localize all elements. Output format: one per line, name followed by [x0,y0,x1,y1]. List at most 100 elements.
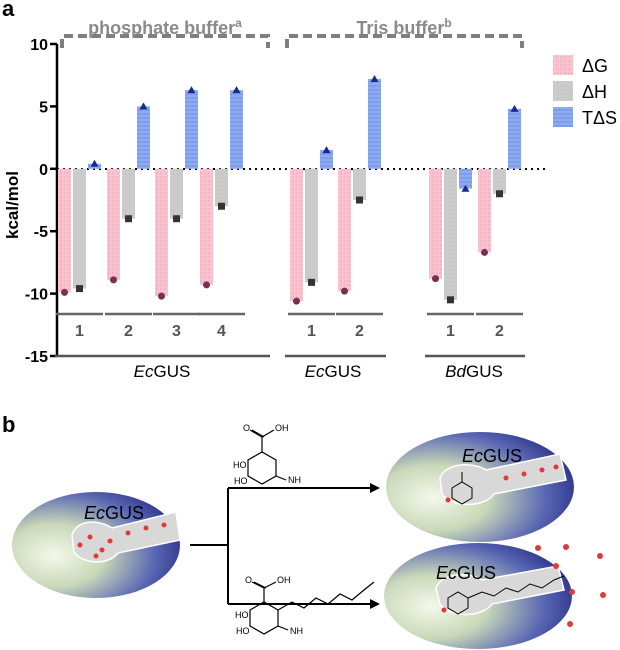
svg-text:Tris bufferb: Tris bufferb [356,16,451,38]
marker-tds-7 [461,184,470,192]
ligand-long-nh: NH [290,626,303,636]
bar-tds-3 [185,90,198,169]
bar-dg-7 [429,168,442,279]
bar-dh-8 [493,168,506,194]
category-labels: 1 2 3 4 1 2 1 2 [56,312,523,340]
bar-dh-5 [305,168,318,283]
bar-dh-3 [170,168,183,219]
y-axis-label: kcal/mol [3,171,22,239]
legend-swatch-dh [553,81,573,101]
panel-b-letter: b [2,412,15,437]
category-label-7: 1 [446,323,455,340]
ligand-short-nh: NH [288,475,301,485]
marker-tds-6 [370,74,379,82]
bar-tds-7 [459,168,472,189]
y-ticks: 10 5 0 -5 -10 -15 [25,37,57,366]
marker-tds-1 [90,159,99,167]
legend-label-dg: ΔG [582,56,608,76]
bar-dh-7 [444,168,457,300]
enzyme-short-ligand-complex: EcGUS [386,432,574,542]
panel-a-letter: a [2,0,15,21]
y-tick-label: -10 [25,287,48,304]
marker-dg-3 [158,292,165,300]
markers [61,74,519,305]
legend-label-tds: TΔS [582,108,617,128]
bar-tds-8 [508,108,521,169]
ligand-long-structure: O OH HO HO NH [235,575,375,636]
bar-dg-3 [155,168,168,297]
ligand-short-structure: O OH HO HO NH [233,423,301,486]
y-tick-label: 0 [39,162,48,179]
legend-swatch-tds [553,107,573,127]
ligand-long-ho-top: HO [235,610,249,620]
marker-tds-3 [187,86,196,94]
bar-tds-2 [137,106,150,169]
group-label-ecgus-tris: EcGUS [305,362,362,381]
category-label-4: 4 [217,323,226,340]
marker-dh-7 [447,296,454,304]
marker-tds-5 [322,146,331,154]
legend-label-dh: ΔH [582,82,607,102]
marker-dg-1 [61,288,68,296]
bar-tds-5 [320,150,333,169]
group-label-bdgus-tris: BdGUS [445,362,503,381]
enzyme-long-ligand-complex: EcGUS [384,543,572,649]
enzyme-empty-label: EcGUS [84,503,144,523]
marker-dg-5 [293,297,300,305]
water-molecules-in-pocket [77,522,167,559]
y-tick-label: 5 [39,99,48,116]
bar-dh-4 [215,168,228,207]
enzyme-long-label: EcGUS [436,563,496,583]
category-label-1: 1 [75,323,84,340]
phosphate-buffer-bracket: phosphate buffera [60,16,270,48]
group-label-ecgus-phosphate: EcGUS [134,362,191,381]
enzyme-empty-pocket [71,511,181,563]
y-tick-label: -15 [25,349,48,366]
y-tick-label: -5 [34,224,48,241]
category-label-8: 2 [495,323,504,340]
ligand-long-ho-bottom: HO [236,626,250,636]
marker-tds-4 [232,86,241,94]
bar-dh-2 [122,168,135,219]
marker-dh-3 [173,215,180,223]
bar-dg-1 [58,168,71,293]
marker-dg-6 [341,287,348,295]
marker-dg-7 [432,275,439,283]
marker-dh-5 [308,278,315,286]
phosphate-buffer-label: phosphate buffer [88,18,235,38]
bar-dh-6 [353,168,366,200]
marker-dh-6 [356,196,363,204]
marker-dg-8 [481,248,488,256]
bar-tds-6 [368,78,381,169]
ligand-short-ho-bottom: HO [234,476,248,486]
tris-buffer-label: Tris buffer [356,18,444,38]
category-label-5: 1 [307,323,316,340]
category-label-3: 3 [172,323,181,340]
enzyme-short-label: EcGUS [462,446,522,466]
category-label-6: 2 [355,323,364,340]
marker-tds-8 [510,104,519,112]
phosphate-buffer-superscript: a [235,16,242,30]
water-molecules-short [445,464,559,503]
marker-dh-8 [496,190,503,198]
released-water-molecules [535,544,606,627]
marker-dh-4 [218,202,225,210]
marker-dh-1 [76,285,83,293]
reaction-arrows [190,483,380,609]
legend-swatch-dg [553,55,573,75]
bar-dg-8 [478,168,491,253]
marker-dh-2 [125,215,132,223]
marker-tds-2 [139,102,148,110]
tris-buffer-superscript: b [444,16,451,30]
ligand-long-o: O [245,575,252,585]
category-label-2: 2 [124,323,133,340]
legend: ΔG ΔH TΔS [553,55,617,128]
bar-dg-2 [107,168,120,280]
ligand-short-oh: OH [275,423,289,433]
bars [58,78,521,302]
marker-dg-2 [110,276,117,284]
marker-dg-4 [203,281,210,289]
y-tick-label: 10 [30,37,48,54]
